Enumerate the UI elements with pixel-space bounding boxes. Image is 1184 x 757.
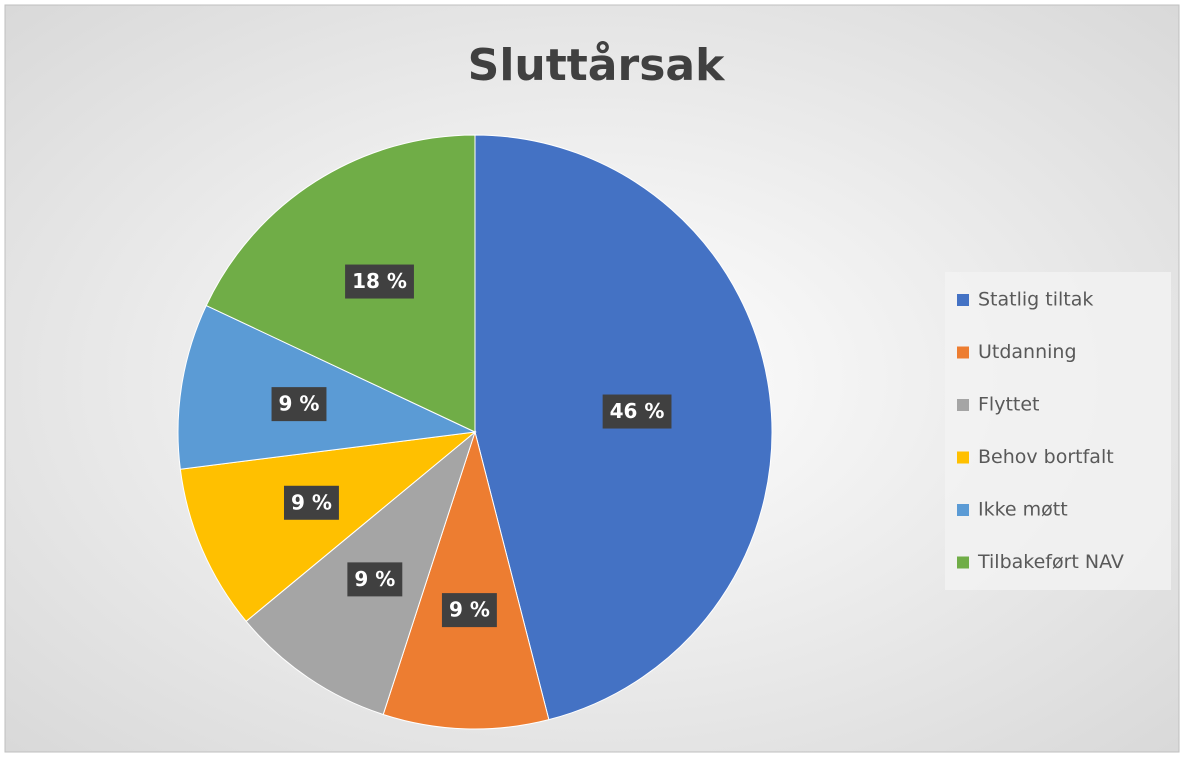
legend-swatch [957,504,969,516]
legend-label: Flyttet [978,394,1040,416]
data-label-box [283,485,339,520]
legend-label: Tilbakeført NAV [977,551,1124,573]
pie-slice [382,430,550,730]
data-label-box [602,394,672,429]
pie-slice [179,431,477,623]
data-label: 18 % [352,269,407,293]
data-label: 46 % [610,399,665,423]
chart-title: Sluttårsak [468,40,726,91]
legend-swatch [957,451,969,464]
data-label: 9 % [291,490,332,514]
legend-label: Statlig tiltak [978,289,1093,311]
data-label: 9 % [449,598,490,622]
legend-swatch [957,346,969,359]
pie-slice [177,304,477,470]
legend-label: Ikke møtt [978,499,1068,521]
legend-box [945,272,1171,590]
legend-label: Behov bortfalt [978,446,1114,468]
data-label: 9 % [354,567,395,591]
data-label-box [441,593,497,628]
legend-label: Utdanning [978,341,1077,363]
legend-swatch [957,399,969,411]
data-label: 9 % [279,392,320,416]
legend-swatch [957,294,969,306]
data-label-box [345,264,414,299]
data-label-box [271,387,327,422]
pie-slice [205,134,476,433]
data-label-box [347,562,403,597]
legend-swatch [957,556,969,569]
